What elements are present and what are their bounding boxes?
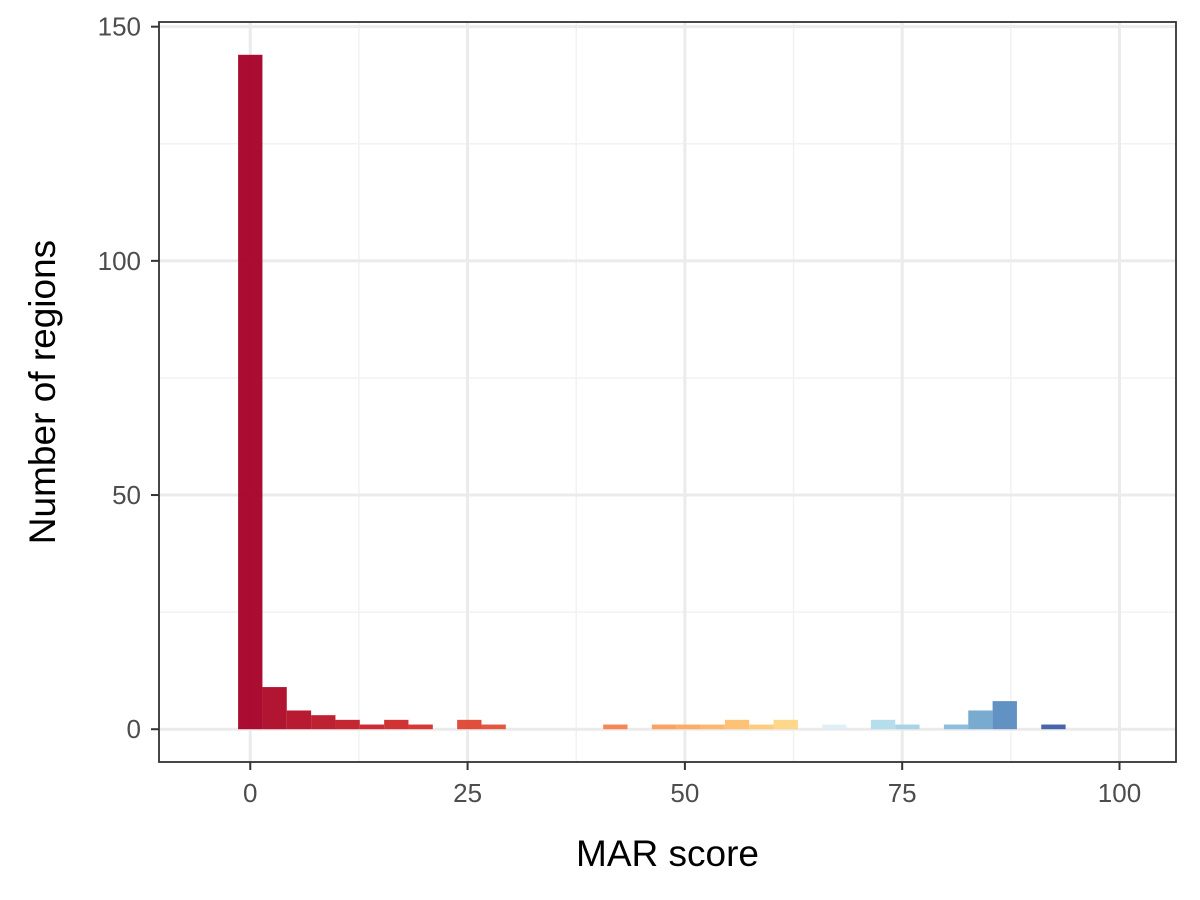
y-tick-label: 0 xyxy=(127,714,141,744)
histogram-bar xyxy=(384,719,409,730)
histogram-bar xyxy=(457,719,482,730)
histogram-bar xyxy=(676,724,701,730)
histogram-bars xyxy=(238,54,1066,730)
x-tick-label: 100 xyxy=(1098,778,1141,808)
histogram-bar xyxy=(603,724,628,730)
histogram-bar xyxy=(895,724,920,730)
histogram-bar xyxy=(335,719,360,730)
x-tick-label: 25 xyxy=(453,778,482,808)
histogram-bar xyxy=(749,724,774,730)
histogram-bar xyxy=(238,54,263,730)
histogram-bar xyxy=(943,724,969,730)
histogram-bar xyxy=(870,719,896,730)
histogram-bar xyxy=(1041,724,1066,730)
panel-border xyxy=(158,21,1177,763)
x-axis-title: MAR score xyxy=(576,833,759,874)
histogram-bar xyxy=(700,724,725,730)
histogram-bar xyxy=(286,710,312,730)
histogram-bar xyxy=(651,724,677,730)
histogram-bar xyxy=(968,710,993,730)
histogram-bar xyxy=(724,719,750,730)
histogram-bar xyxy=(262,687,287,730)
histogram-bar xyxy=(992,701,1017,730)
x-tick-label: 50 xyxy=(670,778,699,808)
y-tick-label: 50 xyxy=(112,480,141,510)
histogram-bar xyxy=(311,715,336,730)
y-axis-title: Number of regions xyxy=(22,240,63,544)
histogram-bar xyxy=(481,724,506,730)
axis-ticks xyxy=(151,25,1121,770)
y-tick-label: 150 xyxy=(98,12,141,42)
x-tick-label: 0 xyxy=(243,778,257,808)
histogram-bar xyxy=(408,724,433,730)
histogram-bar xyxy=(822,724,847,730)
y-tick-label: 100 xyxy=(98,246,141,276)
histogram-bar xyxy=(773,719,798,730)
axis-tick-labels: 0 25 50 75 100 0 50 100 150 xyxy=(98,12,1142,808)
x-tick-label: 75 xyxy=(888,778,917,808)
histogram-bar xyxy=(359,724,385,730)
